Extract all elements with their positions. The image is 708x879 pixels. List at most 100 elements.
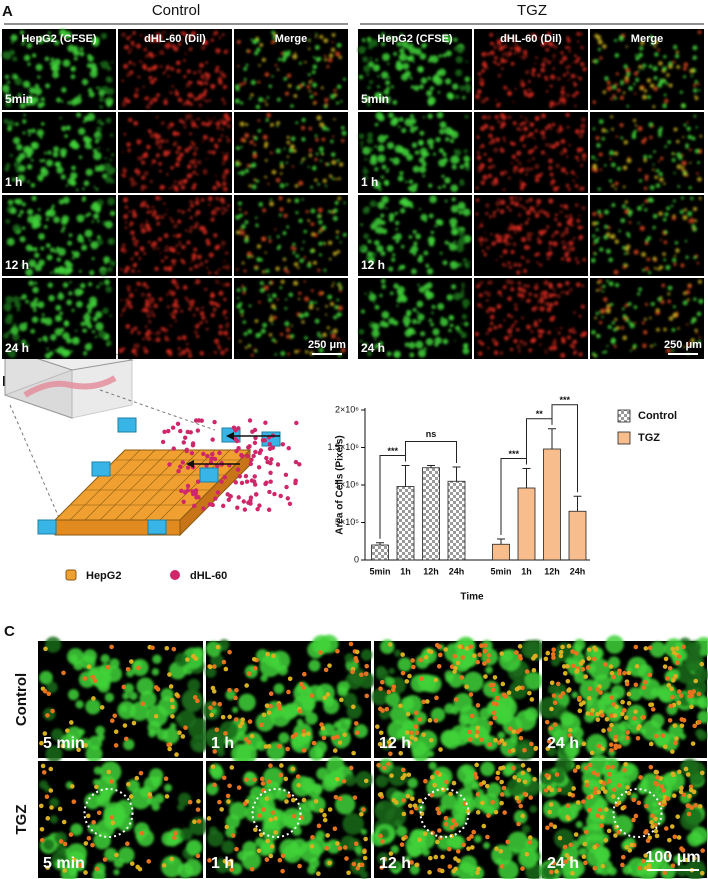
cell — [100, 654, 110, 664]
cell — [548, 166, 553, 170]
cell — [136, 829, 155, 847]
cell — [565, 657, 574, 666]
cell — [614, 239, 620, 244]
cell — [369, 290, 373, 295]
cell — [548, 346, 553, 351]
cell — [607, 226, 611, 230]
cell — [303, 229, 308, 234]
leukocyte — [675, 660, 680, 666]
row-label: 5min — [361, 92, 389, 106]
leukocyte — [121, 684, 127, 690]
leukocyte — [475, 659, 481, 665]
cell — [315, 138, 319, 142]
cell — [454, 648, 476, 670]
cell — [480, 167, 484, 171]
cell — [477, 72, 482, 76]
leukocyte — [389, 773, 394, 778]
leukocyte — [109, 644, 114, 650]
cell — [16, 143, 23, 151]
cell — [297, 297, 301, 301]
cell — [547, 330, 551, 335]
cell — [213, 301, 218, 306]
leukocyte — [284, 799, 289, 804]
leukocyte — [610, 764, 615, 770]
cell — [450, 184, 459, 193]
cell — [633, 82, 636, 86]
cell — [207, 203, 212, 207]
x-tick-label: 24h — [570, 566, 586, 576]
leukocyte — [253, 666, 258, 671]
cell — [91, 330, 96, 334]
leukocyte — [686, 811, 692, 817]
cell — [174, 91, 180, 97]
cell — [134, 87, 140, 93]
cell — [243, 238, 249, 244]
cells — [118, 278, 231, 358]
cell — [62, 332, 70, 340]
cell — [666, 73, 670, 77]
cell — [104, 220, 113, 229]
cell — [128, 117, 133, 123]
leukocyte — [494, 846, 499, 852]
cell — [363, 166, 367, 170]
cell — [218, 282, 221, 285]
leukocyte — [381, 765, 387, 771]
leukocyte — [359, 811, 364, 817]
cell — [85, 312, 88, 315]
cell — [262, 134, 268, 140]
cell — [245, 804, 263, 822]
cell — [319, 34, 324, 39]
leukocyte — [251, 657, 257, 662]
leukocyte — [499, 779, 504, 785]
leukocyte — [125, 841, 130, 847]
cell — [225, 151, 229, 155]
leukocyte — [661, 788, 666, 793]
cell — [426, 282, 433, 289]
cell — [509, 265, 513, 269]
leukocyte — [611, 794, 616, 799]
cell — [374, 343, 380, 349]
leukocyte — [602, 781, 607, 786]
cell — [317, 333, 321, 337]
leukocyte — [246, 671, 252, 677]
cell — [551, 234, 555, 239]
cell — [404, 342, 410, 347]
cell — [503, 140, 507, 143]
cells — [39, 761, 208, 879]
cell — [177, 97, 182, 102]
cell — [336, 298, 340, 302]
cell — [205, 157, 208, 160]
cell — [188, 47, 193, 51]
cell — [507, 296, 512, 302]
cell — [324, 58, 328, 62]
leukocyte — [554, 869, 559, 874]
leukocyte — [268, 691, 274, 696]
legend-label: Control — [638, 410, 677, 422]
cell — [485, 203, 490, 208]
cell — [189, 102, 193, 106]
cell — [264, 158, 268, 162]
cell — [96, 126, 102, 132]
cell-dot — [275, 462, 281, 467]
cell — [143, 170, 149, 176]
cell-dot — [250, 429, 255, 434]
cell — [137, 173, 140, 176]
leukocyte — [675, 814, 681, 819]
cell — [35, 63, 43, 71]
cell — [96, 285, 100, 289]
leukocyte — [568, 842, 573, 848]
leukocyte — [290, 766, 296, 772]
leukocyte — [679, 723, 685, 729]
cell — [71, 256, 75, 260]
cell — [262, 208, 267, 213]
cell — [592, 100, 596, 104]
cell — [535, 282, 538, 286]
cell — [434, 336, 442, 345]
cell — [662, 217, 667, 222]
leukocyte — [690, 741, 696, 746]
cell — [461, 298, 470, 307]
cell — [545, 280, 548, 284]
leukocyte — [301, 728, 307, 734]
cell — [120, 247, 125, 252]
cell — [312, 260, 317, 265]
